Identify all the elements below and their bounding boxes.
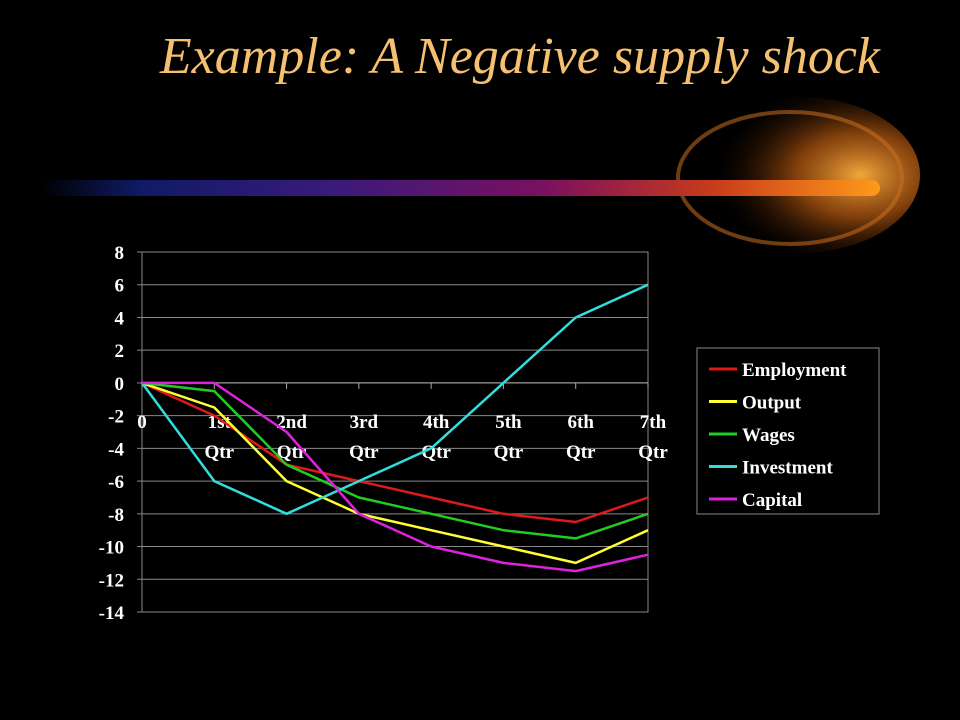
legend-label: Output (742, 393, 802, 414)
x-tick-label: 0 (137, 412, 147, 433)
y-tick-label: 6 (115, 276, 125, 297)
legend-box (696, 347, 880, 515)
y-tick-label: 4 (115, 308, 125, 329)
series-lines (140, 283, 649, 573)
series-line-capital (142, 381, 649, 573)
y-tick-label: -8 (108, 505, 124, 526)
x-tick-label: 4th Qtr (421, 412, 451, 463)
x-tick-label: 5th Qtr (494, 412, 524, 463)
slide-title: Example: A Negative supply shock (159, 28, 880, 85)
legend-label: Investment (742, 458, 833, 479)
orange-glow-shape (680, 97, 920, 253)
x-tick-label: 6th Qtr (566, 412, 596, 463)
series-line-wages (141, 381, 649, 540)
y-tick-label: -4 (108, 439, 124, 460)
x-tick-label: 7th Qtr (638, 412, 668, 463)
y-tick-label: -12 (99, 570, 124, 591)
y-axis: 8 6 4 2 0 -2 -4 -6 -8 -10 -12 -14 (99, 243, 142, 624)
x-tick-label: 1st Qtr (205, 412, 235, 463)
legend-label: Capital (742, 490, 802, 511)
series-line-employment (141, 381, 649, 524)
gradient-beam (40, 180, 880, 196)
orange-ring-shape (676, 110, 904, 246)
series-line-investment (140, 283, 649, 516)
y-tick-label: 2 (115, 341, 125, 362)
legend-label: Wages (742, 425, 795, 446)
legend: Employment Output Wages Investment Capital (696, 347, 880, 515)
y-tick-label: 8 (115, 243, 125, 264)
x-tick-label: 3rd Qtr (349, 412, 379, 463)
series-line-output (141, 381, 649, 565)
y-tick-label: -10 (99, 538, 124, 559)
legend-label: Employment (742, 360, 847, 381)
plot-area (141, 251, 649, 613)
y-tick-label: -2 (108, 407, 124, 428)
y-tick-label: -14 (99, 603, 125, 624)
y-tick-label: -6 (108, 472, 124, 493)
y-tick-label: 0 (115, 374, 125, 395)
